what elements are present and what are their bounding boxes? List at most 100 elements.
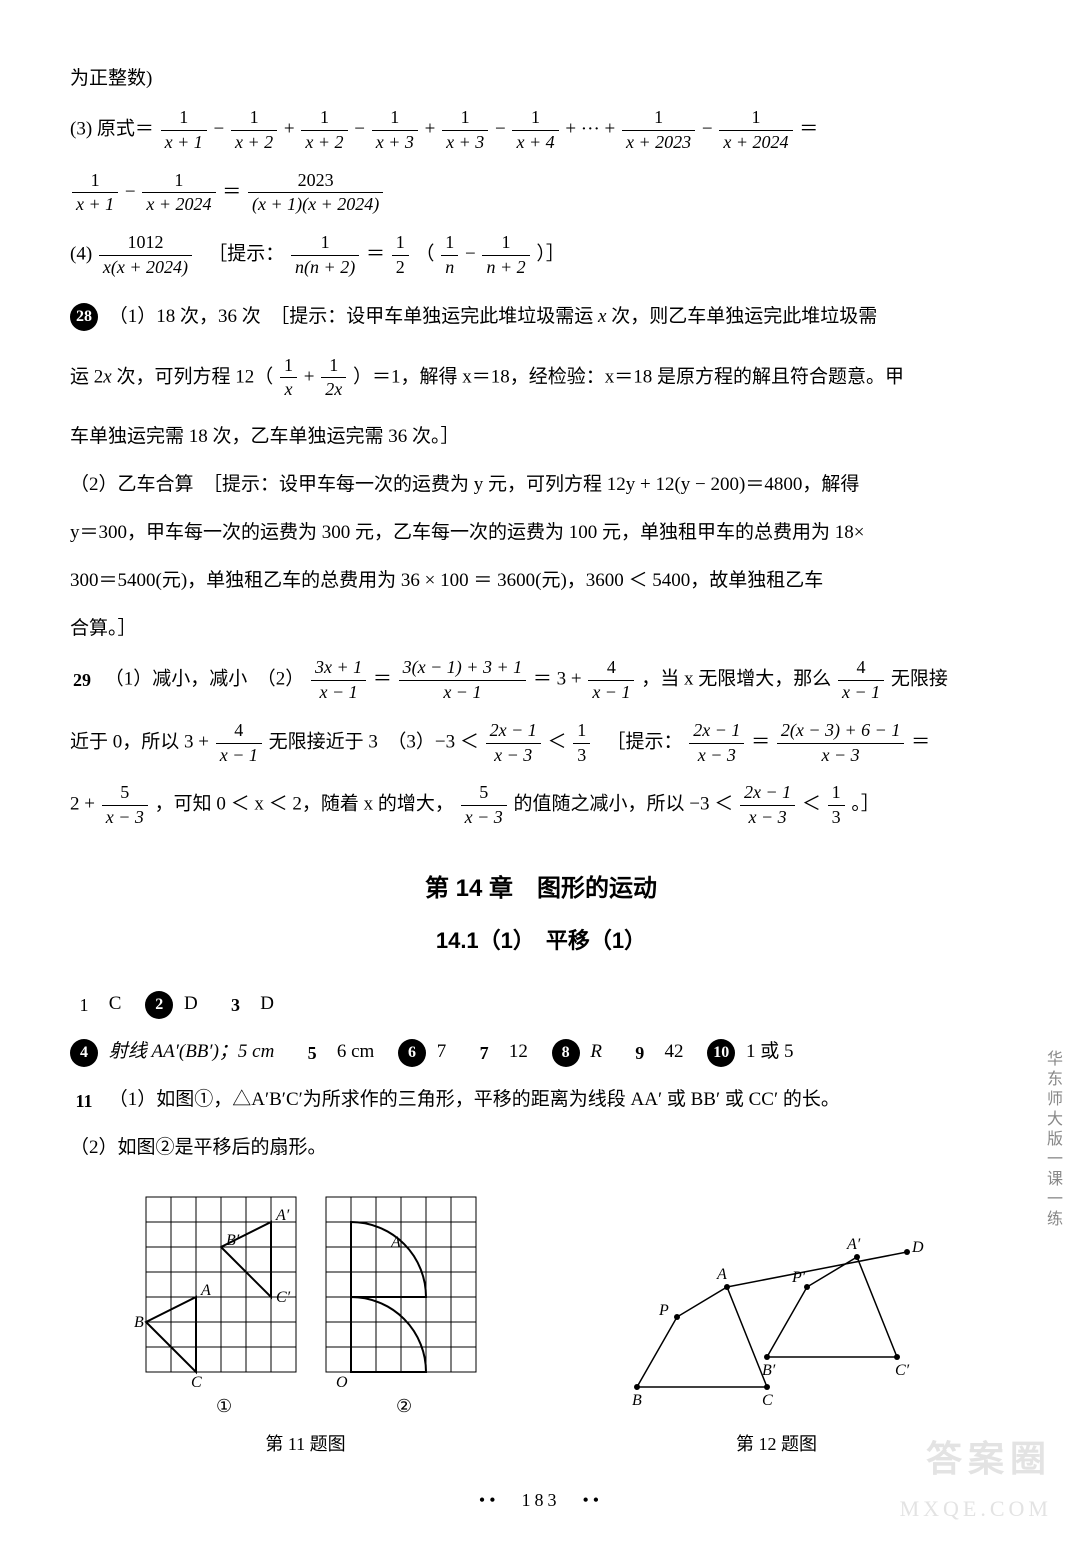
frac: 4x − 1 [216,721,262,766]
frac: 1x + 1 [72,171,118,216]
svg-text:P: P [658,1302,669,1319]
svg-text:P′: P′ [791,1269,806,1286]
q28-text: 运 2 [70,366,103,387]
side-publisher-text: 华东师大版一课一练 [1040,1050,1064,1230]
q7-ans: 12 [509,1041,528,1062]
lt: ＜ [802,794,821,815]
q28-line3: 车单独运完需 18 次，乙车单独运完需 36 次。］ [70,418,1012,456]
op: − [354,119,365,140]
frac: 13 [828,783,845,828]
svg-text:B′: B′ [226,1232,240,1249]
chapter-title: 第 14 章 图形的运动 [70,868,1012,903]
diagram-12: B C P A B′ C′ P′ A′ D 第 12 题图 [597,1217,957,1456]
q9-ans: 42 [664,1041,683,1062]
eq: ＝ [373,669,392,690]
q28-line6: 300＝5400(元)，单独租乙车的总费用为 36 × 100 ＝ 3600(元… [70,562,1012,600]
q28-badge: 28 [70,303,98,331]
q4-num: 4 [70,1039,98,1067]
section-title: 14.1（1） 平移（1） [70,923,1012,955]
op: − [125,181,136,202]
q6-ans: 7 [437,1041,447,1062]
frac: 5x − 3 [102,783,148,828]
frac: 1x + 2 [301,108,347,153]
frac: 1x + 2023 [622,108,695,153]
frac: 13 [573,721,590,766]
q28-text: ）＝1，解得 x＝18，经检验：x＝18 是原方程的解且符合题意。甲 [353,366,904,387]
q9-num: 9 [626,1035,654,1071]
q3-ans: D [260,993,274,1014]
diagram-11: B A C B′ A′ C′ A O ① ② 第 [126,1187,486,1456]
q1-num: 1 [70,987,98,1023]
q29-line2: 近于 0，所以 3 + 4x − 1 无限接近于 3 （3）−3 ＜ 2x − … [70,721,1012,766]
frac: 1x + 2 [231,108,277,153]
page-footer: •• 183 •• [70,1486,1012,1512]
svg-text:C′: C′ [276,1289,291,1306]
q28-text: 次，则乙车单独运完此堆垃圾需 [611,306,877,327]
svg-text:C′: C′ [895,1362,910,1379]
q11-text: （1）如图①，△A′B′C′为所求作的三角形，平移的距离为线段 AA′ 或 BB… [109,1089,840,1110]
q29-text: ［提示： [597,731,683,752]
svg-text:①: ① [216,1396,232,1416]
q2-ans: D [184,993,198,1014]
q29-text: 2 + [70,794,95,815]
frac: 2(x − 3) + 6 − 1x − 3 [777,721,904,766]
q3-line1: (3) 原式＝ 1x + 1 − 1x + 2 + 1x + 2 − 1x + … [70,108,1012,153]
eq: ＝ [911,731,930,752]
frac: 2x − 1x − 3 [486,721,541,766]
frac: 3x + 1x − 1 [311,658,366,703]
q3-prefix: (3) 原式＝ [70,119,154,140]
svg-text:B: B [134,1314,144,1331]
q4-ans: 射线 AA′(BB′)；5 cm [109,1041,275,1062]
q10-num: 10 [707,1039,735,1067]
frac: 1x [280,356,297,401]
note-continued: 为正整数) [70,60,1012,98]
svg-text:A: A [716,1266,727,1283]
eq: ＝ [222,181,241,202]
frac: 1x + 3 [442,108,488,153]
q29-text: 无限接 [891,669,948,690]
q11-line2: （2）如图②是平移后的扇形。 [70,1129,1012,1167]
q29-line1: 29 （1）减小，减小 （2） 3x + 1x − 1 ＝ 3(x − 1) +… [70,658,1012,703]
q5-ans: 6 cm [337,1041,374,1062]
frac: 3(x − 1) + 3 + 1x − 1 [399,658,526,703]
q29-text: ，当 x 无限增大，那么 [641,669,831,690]
eq: ＝ [751,731,770,752]
q11-num: 11 [70,1083,98,1119]
q29-text: 的值随之减小，所以 −3 ＜ [514,794,734,815]
svg-text:A′: A′ [846,1236,861,1253]
var-x: x [598,306,606,327]
eq: ＝ [366,244,385,265]
watermark-url: MXQE.COM [900,1496,1052,1522]
paren-open: （ [415,244,434,265]
frac: 1n(n + 2) [291,233,359,278]
lt: ＜ [547,731,566,752]
frac: 4x − 1 [588,658,634,703]
q2-num: 2 [145,991,173,1019]
q28-line4: （2）乙车合算 ［提示：设甲车每一次的运费为 y 元，可列方程 12y + 12… [70,466,1012,504]
fig11-caption: 第 11 题图 [126,1430,486,1456]
q11-line1: 11 （1）如图①，△A′B′C′为所求作的三角形，平移的距离为线段 AA′ 或… [70,1081,1012,1119]
frac: 2023(x + 1)(x + 2024) [248,171,383,216]
svg-text:B′: B′ [762,1362,776,1379]
frac: 5x − 3 [461,783,507,828]
svg-text:B: B [632,1392,642,1409]
q4-line: (4) 1012x(x + 2024) ［提示： 1n(n + 2) ＝ 12 … [70,233,1012,278]
q5-num: 5 [298,1035,326,1071]
op: + [425,119,436,140]
svg-text:C: C [762,1392,773,1409]
q29-text: 无限接近于 3 （3）−3 ＜ [269,731,479,752]
frac: 1x + 3 [372,108,418,153]
frac: 1012x(x + 2024) [99,233,192,278]
svg-text:O: O [336,1374,348,1391]
frac: 1x + 1 [161,108,207,153]
q28-line2: 运 2x 次，可列方程 12（ 1x + 12x ）＝1，解得 x＝18，经检验… [70,356,1012,401]
q6-num: 6 [398,1039,426,1067]
q3-line2: 1x + 1 − 1x + 2024 ＝ 2023(x + 1)(x + 202… [70,171,1012,216]
frac: 4x − 1 [838,658,884,703]
eq: ＝ [799,119,818,140]
q4-prefix: (4) [70,244,97,265]
frac: 12x [321,356,346,401]
q29-text: （1）减小，减小 （2） [105,669,305,690]
eq: ＝ 3 + [533,669,582,690]
plus: + [304,366,319,387]
